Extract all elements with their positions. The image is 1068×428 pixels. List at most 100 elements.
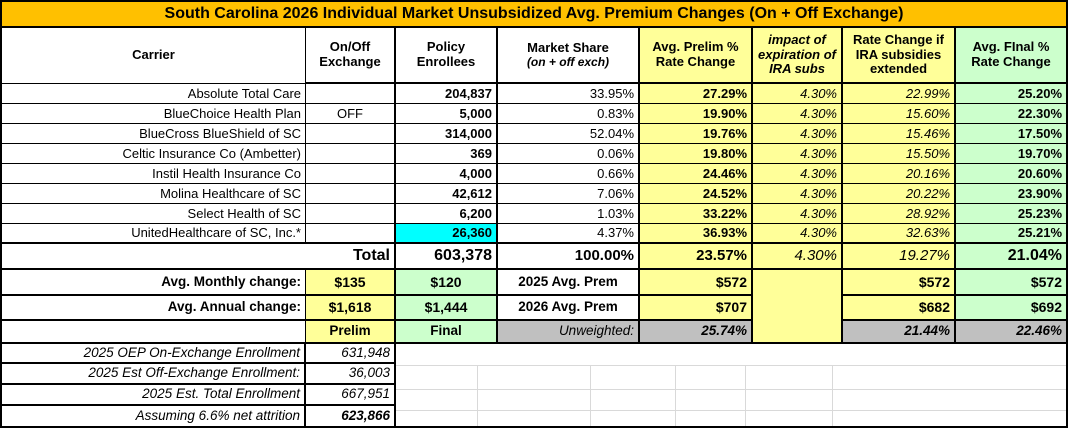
prelim-change-cell[interactable]: 19.90% bbox=[640, 104, 753, 124]
prelim-column-header[interactable]: Prelim bbox=[306, 321, 396, 344]
prelim-change-cell[interactable]: 24.52% bbox=[640, 184, 753, 204]
annual-prelim-dollar-cell[interactable]: $1,618 bbox=[306, 296, 396, 321]
prem-2025-label[interactable]: 2025 Avg. Prem bbox=[498, 270, 640, 296]
market-share-cell[interactable]: 7.06% bbox=[498, 184, 640, 204]
prem-2025-final-cell[interactable]: $572 bbox=[956, 270, 1066, 296]
final-change-cell[interactable]: 19.70% bbox=[956, 144, 1066, 164]
total-label-cell[interactable]: Total bbox=[2, 244, 396, 270]
header-ira-extended[interactable]: Rate Change if IRA subsidies extended bbox=[843, 28, 956, 84]
monthly-final-dollar-cell[interactable]: $120 bbox=[396, 270, 498, 296]
exchange-cell[interactable] bbox=[306, 184, 396, 204]
prelim-change-cell[interactable]: 33.22% bbox=[640, 204, 753, 224]
enrollees-cell[interactable]: 369 bbox=[396, 144, 498, 164]
ira-extended-cell[interactable]: 20.16% bbox=[843, 164, 956, 184]
prem-2025-prelim-cell[interactable]: $572 bbox=[640, 270, 753, 296]
total-market-share-cell[interactable]: 100.00% bbox=[498, 244, 640, 270]
prem-2026-prelim-cell[interactable]: $707 bbox=[640, 296, 753, 321]
prelim-change-cell[interactable]: 19.80% bbox=[640, 144, 753, 164]
carrier-name-cell[interactable]: Instil Health Insurance Co bbox=[2, 164, 306, 184]
exchange-cell[interactable] bbox=[306, 124, 396, 144]
total-ira-extended-cell[interactable]: 19.27% bbox=[843, 244, 956, 270]
exchange-cell[interactable] bbox=[306, 84, 396, 104]
prem-2026-extended-cell[interactable]: $682 bbox=[843, 296, 956, 321]
enrollees-cell[interactable]: 5,000 bbox=[396, 104, 498, 124]
market-share-cell[interactable]: 0.66% bbox=[498, 164, 640, 184]
exchange-cell[interactable] bbox=[306, 204, 396, 224]
header-ira-impact[interactable]: impact of expiration of IRA subs bbox=[753, 28, 843, 84]
exchange-cell[interactable] bbox=[306, 164, 396, 184]
carrier-name-cell[interactable]: Absolute Total Care bbox=[2, 84, 306, 104]
prelim-change-cell[interactable]: 24.46% bbox=[640, 164, 753, 184]
monthly-prelim-dollar-cell[interactable]: $135 bbox=[306, 270, 396, 296]
ira-extended-cell[interactable]: 15.60% bbox=[843, 104, 956, 124]
carrier-name-cell[interactable]: Molina Healthcare of SC bbox=[2, 184, 306, 204]
ira-impact-cell[interactable]: 4.30% bbox=[753, 84, 843, 104]
unweighted-extended-cell[interactable]: 21.44% bbox=[843, 321, 956, 344]
ira-extended-cell[interactable]: 15.46% bbox=[843, 124, 956, 144]
enrollees-cell[interactable]: 4,000 bbox=[396, 164, 498, 184]
final-change-cell[interactable]: 17.50% bbox=[956, 124, 1066, 144]
carrier-name-cell[interactable]: Celtic Insurance Co (Ambetter) bbox=[2, 144, 306, 164]
header-market-share[interactable]: Market Share (on + off exch) bbox=[498, 28, 640, 84]
table-title-cell[interactable]: South Carolina 2026 Individual Market Un… bbox=[2, 2, 1066, 28]
unweighted-final-cell[interactable]: 22.46% bbox=[956, 321, 1066, 344]
header-enrollees[interactable]: Policy Enrollees bbox=[396, 28, 498, 84]
enrollees-cell[interactable]: 204,837 bbox=[396, 84, 498, 104]
market-share-cell[interactable]: 4.37% bbox=[498, 224, 640, 244]
unweighted-label[interactable]: Unweighted: bbox=[498, 321, 640, 344]
impact-merged-empty-cell[interactable] bbox=[753, 270, 843, 344]
final-change-cell[interactable]: 20.60% bbox=[956, 164, 1066, 184]
ira-impact-cell[interactable]: 4.30% bbox=[753, 144, 843, 164]
enrollees-cell[interactable]: 6,200 bbox=[396, 204, 498, 224]
prem-2026-label[interactable]: 2026 Avg. Prem bbox=[498, 296, 640, 321]
monthly-change-label[interactable]: Avg. Monthly change: bbox=[2, 270, 306, 296]
total-ira-impact-cell[interactable]: 4.30% bbox=[753, 244, 843, 270]
ira-extended-cell[interactable]: 22.99% bbox=[843, 84, 956, 104]
enrollment-value[interactable]: 631,948 bbox=[306, 344, 396, 364]
market-share-cell[interactable]: 0.83% bbox=[498, 104, 640, 124]
final-change-cell[interactable]: 25.21% bbox=[956, 224, 1066, 244]
exchange-cell[interactable] bbox=[306, 144, 396, 164]
final-column-header[interactable]: Final bbox=[396, 321, 498, 344]
ira-extended-cell[interactable]: 28.92% bbox=[843, 204, 956, 224]
market-share-cell[interactable]: 52.04% bbox=[498, 124, 640, 144]
empty-cell[interactable] bbox=[2, 321, 306, 344]
ira-extended-cell[interactable]: 15.50% bbox=[843, 144, 956, 164]
enrollment-label[interactable]: Assuming 6.6% net attrition bbox=[2, 406, 306, 426]
enrollment-label[interactable]: 2025 OEP On-Exchange Enrollment bbox=[2, 344, 306, 364]
carrier-name-cell[interactable]: Select Health of SC bbox=[2, 204, 306, 224]
header-prelim-change[interactable]: Avg. Prelim % Rate Change bbox=[640, 28, 753, 84]
ira-impact-cell[interactable]: 4.30% bbox=[753, 164, 843, 184]
carrier-name-cell[interactable]: BlueCross BlueShield of SC bbox=[2, 124, 306, 144]
carrier-name-cell[interactable]: BlueChoice Health Plan bbox=[2, 104, 306, 124]
ira-impact-cell[interactable]: 4.30% bbox=[753, 224, 843, 244]
market-share-cell[interactable]: 1.03% bbox=[498, 204, 640, 224]
ira-impact-cell[interactable]: 4.30% bbox=[753, 184, 843, 204]
final-change-cell[interactable]: 25.23% bbox=[956, 204, 1066, 224]
ira-impact-cell[interactable]: 4.30% bbox=[753, 204, 843, 224]
ira-impact-cell[interactable]: 4.30% bbox=[753, 124, 843, 144]
prem-2026-final-cell[interactable]: $692 bbox=[956, 296, 1066, 321]
prelim-change-cell[interactable]: 27.29% bbox=[640, 84, 753, 104]
ira-impact-cell[interactable]: 4.30% bbox=[753, 104, 843, 124]
exchange-cell[interactable]: OFF bbox=[306, 104, 396, 124]
total-final-cell[interactable]: 21.04% bbox=[956, 244, 1066, 270]
header-exchange[interactable]: On/Off Exchange bbox=[306, 28, 396, 84]
ira-extended-cell[interactable]: 20.22% bbox=[843, 184, 956, 204]
prelim-change-cell[interactable]: 36.93% bbox=[640, 224, 753, 244]
annual-final-dollar-cell[interactable]: $1,444 bbox=[396, 296, 498, 321]
exchange-cell[interactable] bbox=[306, 224, 396, 244]
enrollees-cell-highlighted[interactable]: 26,360 bbox=[396, 224, 498, 244]
unweighted-prelim-cell[interactable]: 25.74% bbox=[640, 321, 753, 344]
market-share-cell[interactable]: 33.95% bbox=[498, 84, 640, 104]
carrier-name-cell[interactable]: UnitedHealthcare of SC, Inc.* bbox=[2, 224, 306, 244]
enrollment-label[interactable]: 2025 Est Off-Exchange Enrollment: bbox=[2, 364, 306, 385]
enrollment-value[interactable]: 623,866 bbox=[306, 406, 396, 426]
ira-extended-cell[interactable]: 32.63% bbox=[843, 224, 956, 244]
total-enrollees-cell[interactable]: 603,378 bbox=[396, 244, 498, 270]
header-final-change[interactable]: Avg. FInal % Rate Change bbox=[956, 28, 1066, 84]
enrollment-value[interactable]: 36,003 bbox=[306, 364, 396, 385]
enrollment-value[interactable]: 667,951 bbox=[306, 385, 396, 406]
prem-2025-extended-cell[interactable]: $572 bbox=[843, 270, 956, 296]
final-change-cell[interactable]: 25.20% bbox=[956, 84, 1066, 104]
